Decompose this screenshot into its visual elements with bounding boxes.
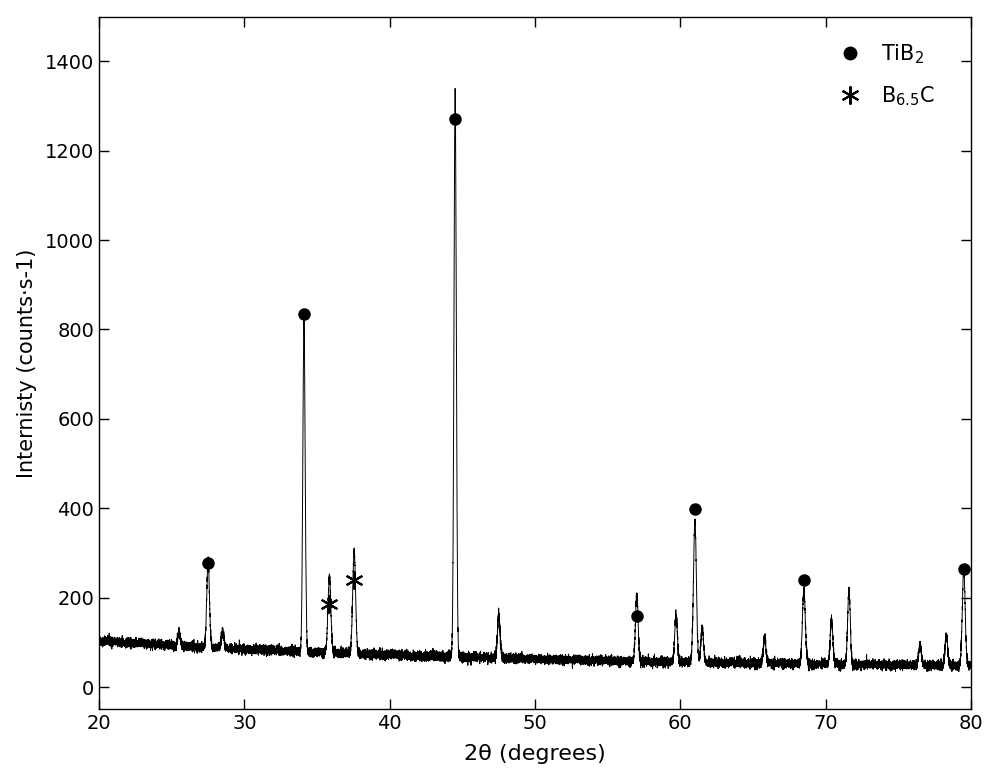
- Y-axis label: Internisty (counts·s-1): Internisty (counts·s-1): [17, 248, 37, 478]
- X-axis label: 2θ (degrees): 2θ (degrees): [464, 744, 606, 765]
- Legend: TiB$_2$, B$_{6.5}$C: TiB$_2$, B$_{6.5}$C: [821, 34, 943, 116]
